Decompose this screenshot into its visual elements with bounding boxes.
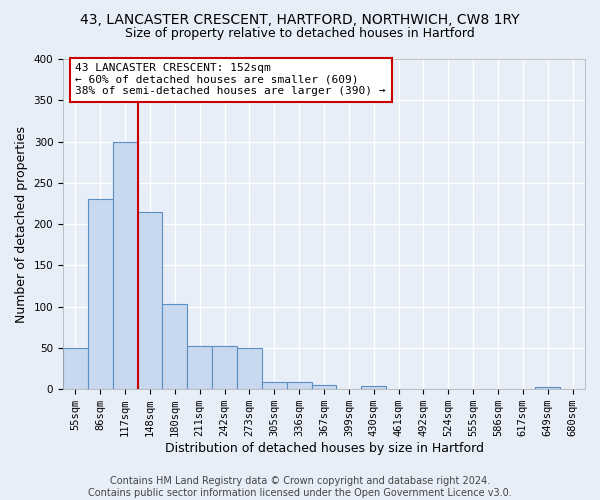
Bar (163, 304, 187, 389)
Bar (212, 346, 237, 389)
X-axis label: Distribution of detached houses by size in Hartford: Distribution of detached houses by size … (164, 442, 484, 455)
Text: Contains HM Land Registry data © Crown copyright and database right 2024.
Contai: Contains HM Land Registry data © Crown c… (88, 476, 512, 498)
Bar (113, 142, 137, 389)
Bar (361, 386, 386, 389)
Bar (287, 382, 311, 389)
Bar (262, 382, 287, 389)
Y-axis label: Number of detached properties: Number of detached properties (15, 126, 28, 322)
Text: 43 LANCASTER CRESCENT: 152sqm
← 60% of detached houses are smaller (609)
38% of : 43 LANCASTER CRESCENT: 152sqm ← 60% of d… (76, 63, 386, 96)
Bar (63, 348, 88, 389)
Bar (187, 346, 212, 389)
Bar (137, 212, 163, 389)
Bar (311, 385, 337, 389)
Bar (237, 348, 262, 389)
Text: Size of property relative to detached houses in Hartford: Size of property relative to detached ho… (125, 28, 475, 40)
Bar (88, 200, 113, 389)
Text: 43, LANCASTER CRESCENT, HARTFORD, NORTHWICH, CW8 1RY: 43, LANCASTER CRESCENT, HARTFORD, NORTHW… (80, 12, 520, 26)
Bar (535, 386, 560, 389)
